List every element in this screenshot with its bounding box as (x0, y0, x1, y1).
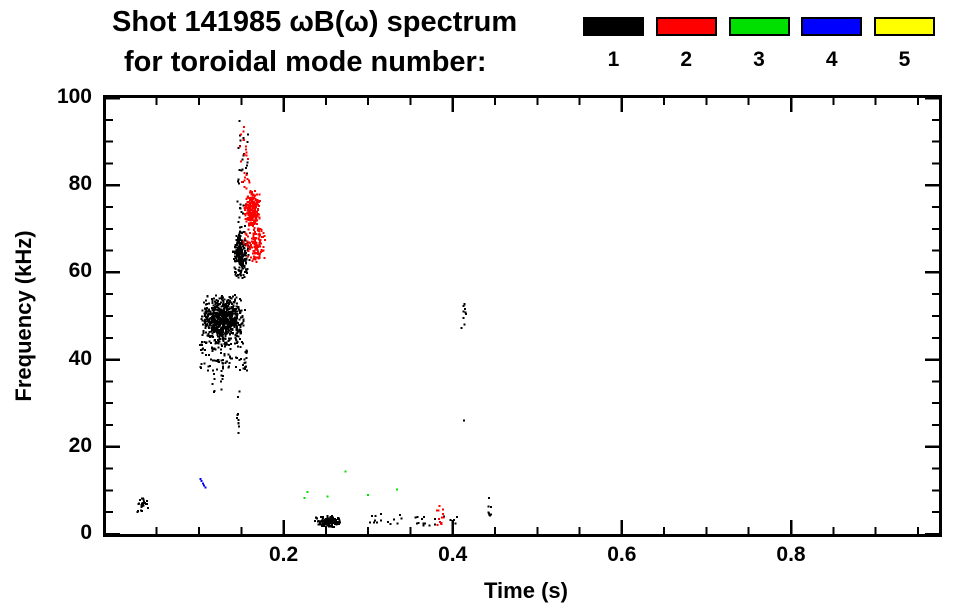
legend-mode-number-5: 5 (898, 48, 911, 71)
y-tick-label: 100 (56, 85, 92, 108)
x-tick-label: 0.2 (268, 543, 299, 566)
y-axis-title: Frequency (kHz) (11, 230, 36, 402)
y-tick-label: 60 (68, 259, 92, 283)
x-tick-label: 0.8 (776, 543, 806, 566)
y-tick-label: 40 (68, 346, 92, 370)
plot-canvas (106, 98, 939, 534)
chart-subtitle: for toroidal mode number: (124, 46, 487, 78)
y-tick-label: 0 (80, 521, 92, 544)
series-mode-2 (238, 126, 445, 526)
plot-area (103, 95, 942, 537)
legend-swatch-mode-5 (874, 17, 935, 36)
legend-mode-number-2: 2 (680, 48, 693, 71)
legend (583, 17, 935, 36)
legend-swatch-mode-2 (655, 17, 717, 36)
legend-mode-number-4: 4 (825, 48, 838, 71)
series-mode-1 (136, 120, 492, 528)
legend-mode-number-1: 1 (607, 48, 620, 71)
legend-mode-numbers: 1 2 3 4 5 (583, 48, 935, 72)
x-tick-label: 0.6 (607, 543, 637, 566)
legend-mode-number-3: 3 (753, 48, 765, 71)
chart-title: Shot 141985 ωB(ω) spectrum (112, 6, 518, 38)
x-tick-label: 0.4 (438, 543, 468, 566)
legend-swatch-mode-4 (801, 17, 863, 36)
x-axis-title: Time (s) (484, 578, 568, 603)
legend-swatch-mode-3 (728, 17, 790, 36)
y-tick-label: 80 (68, 172, 92, 196)
axis-ticks (106, 98, 939, 534)
legend-swatch-mode-1 (583, 17, 644, 36)
series-mode-3 (303, 470, 398, 499)
series-mode-4 (199, 478, 207, 489)
y-tick-label: 20 (68, 433, 92, 457)
